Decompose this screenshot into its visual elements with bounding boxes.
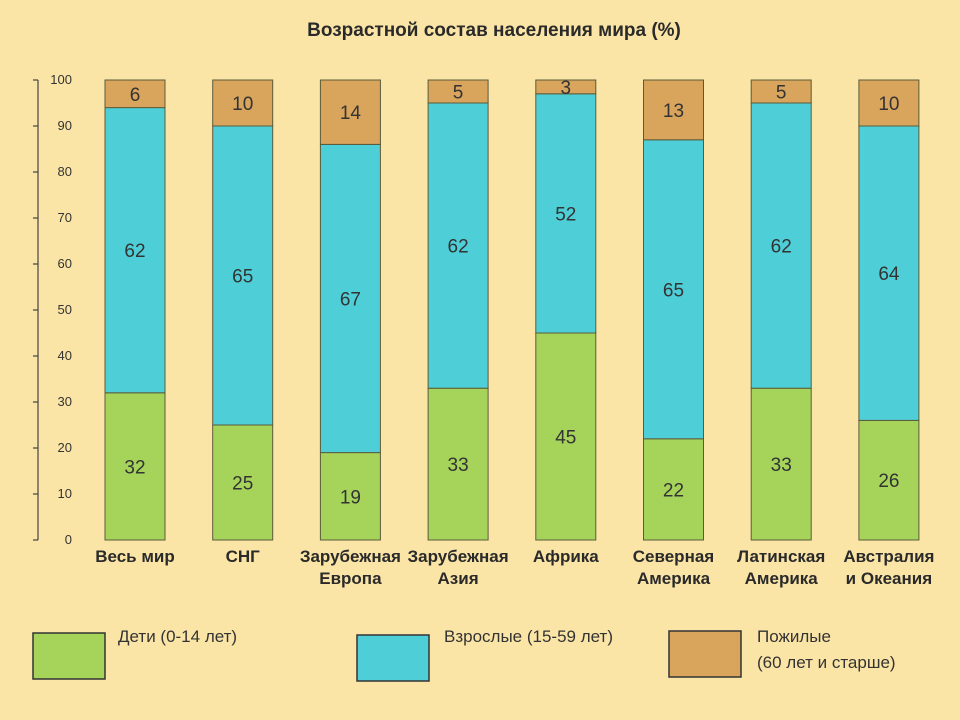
bar-segment	[535, 79, 597, 95]
data-label: 22	[663, 480, 684, 501]
data-label: 33	[448, 455, 469, 476]
category-label: Весь мир	[95, 547, 175, 566]
data-label: 52	[555, 204, 576, 225]
bar-segment	[750, 387, 812, 541]
data-label: 5	[776, 83, 787, 104]
legend: Дети (0-14 лет) Взрослые (15-59 лет) Пожил…	[32, 627, 896, 682]
data-label: 65	[232, 267, 253, 288]
category-label: Африка	[533, 547, 599, 566]
data-label: 62	[124, 241, 145, 262]
legend-swatch	[32, 632, 106, 680]
data-label: 3	[561, 78, 572, 99]
category-label: Латинская Америка	[737, 547, 825, 588]
y-tick-label: 0	[65, 532, 72, 547]
bar-segment	[212, 79, 274, 127]
data-label: 62	[448, 237, 469, 258]
bar-segment	[427, 79, 489, 104]
bar-segment	[104, 79, 166, 109]
bar-segment	[104, 392, 166, 541]
bar-segment	[427, 387, 489, 541]
bars: 3262625651019671433625455232265133362526…	[104, 78, 920, 541]
category-label: СНГ	[226, 547, 261, 566]
y-tick-label: 30	[58, 394, 72, 409]
data-label: 13	[663, 101, 684, 122]
data-label: 6	[130, 85, 141, 106]
bar-segment	[858, 125, 920, 421]
legend-swatch	[356, 634, 430, 682]
bar-segment	[750, 79, 812, 104]
data-label: 5	[453, 83, 464, 104]
y-tick-label: 100	[50, 72, 72, 87]
data-label: 14	[340, 103, 362, 124]
data-label: 62	[771, 237, 792, 258]
y-tick-label: 50	[58, 302, 72, 317]
bar-segment	[319, 79, 381, 145]
y-tick-label: 70	[58, 210, 72, 225]
bar-segment	[858, 79, 920, 127]
chart-title: Возрастной состав населения мира (%)	[307, 20, 681, 41]
y-tick-label: 60	[58, 256, 72, 271]
y-tick-label: 80	[58, 164, 72, 179]
y-tick-label: 20	[58, 440, 72, 455]
data-label: 10	[878, 94, 899, 115]
bar-segment	[858, 419, 920, 541]
bar-segment	[750, 102, 812, 389]
y-axis: 0 10 20 30 40 50 60 70 80 90 100	[33, 72, 72, 547]
category-label: Северная Америка	[633, 547, 714, 588]
legend-swatch	[668, 630, 742, 678]
data-label: 64	[878, 264, 900, 285]
bar-segment	[427, 102, 489, 389]
data-label: 26	[878, 471, 899, 492]
data-label: 32	[124, 457, 145, 478]
legend-label: Взрослые (15-59 лет)	[444, 627, 613, 646]
bar-segment	[212, 125, 274, 426]
bar-segment	[535, 93, 597, 334]
bar-segment	[643, 438, 704, 541]
category-label: Зарубежная Европа	[300, 547, 401, 588]
category-label: Зарубежная Азия	[408, 547, 509, 588]
y-tick-label: 90	[58, 118, 72, 133]
bar-segment	[643, 139, 704, 440]
legend-label: Пожилые (60 лет и старше)	[757, 627, 896, 672]
data-label: 65	[663, 280, 684, 301]
bar-segment	[319, 452, 381, 541]
data-label: 19	[340, 487, 361, 508]
data-label: 67	[340, 290, 361, 311]
data-label: 10	[232, 94, 253, 115]
y-tick-label: 40	[58, 348, 72, 363]
category-label: Австралия и Океания	[843, 547, 934, 588]
data-label: 45	[555, 428, 576, 449]
data-label: 25	[232, 474, 253, 495]
legend-label: Дети (0-14 лет)	[118, 627, 237, 646]
bar-segment	[643, 79, 704, 141]
bar-segment	[535, 332, 597, 541]
y-tick-label: 10	[58, 486, 72, 501]
bar-segment	[104, 107, 166, 394]
data-label: 33	[771, 455, 792, 476]
bar-segment	[319, 143, 381, 454]
